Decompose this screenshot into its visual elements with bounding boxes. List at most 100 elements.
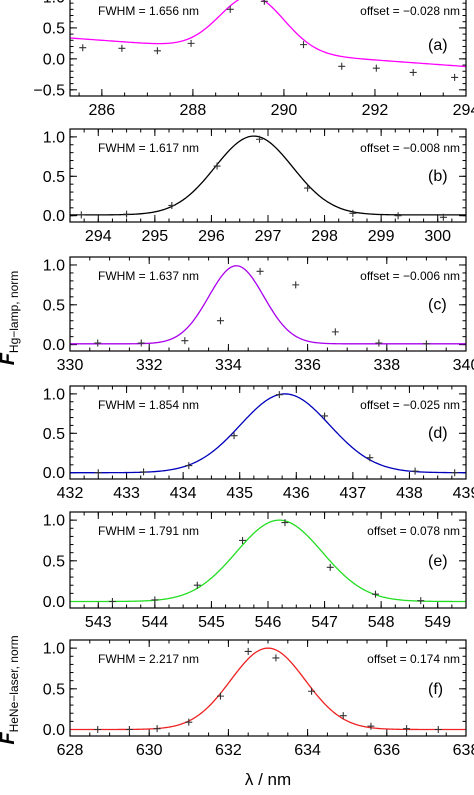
data-point	[321, 412, 329, 420]
data-point	[181, 337, 189, 345]
x-tick-label: 286	[89, 102, 116, 119]
panel-4: 543 544 545 546 547 548 549 0.0 0.5 1.0 FWHM = 1.7…	[43, 511, 467, 631]
y-axis-label-hene: FHeNe−laser, norm	[0, 635, 21, 744]
x-tick-label: 547	[311, 614, 338, 631]
panel-3: 432 433 434 435 436 437 438 439 0.0 0.5 1.0 FWHM = …	[43, 385, 474, 502]
y-tick-label: −0.5	[33, 82, 65, 99]
panel-2: 330 332 334 336 338 340 0.0 0.5 1.0 FWHM = 1.637 …	[43, 256, 474, 374]
x-tick-label: 330	[57, 357, 84, 374]
panel-frame	[69, 385, 467, 480]
y-tick-label: 0.5	[43, 20, 65, 37]
panel-label: (d)	[428, 425, 448, 442]
x-axis-label: λ / nm	[245, 770, 291, 789]
data-point	[213, 162, 221, 170]
data-point	[308, 687, 316, 695]
data-point	[137, 339, 145, 347]
x-tick-label: 436	[283, 485, 310, 502]
x-tick-label: 338	[373, 357, 400, 374]
x-tick-label: 544	[142, 614, 169, 631]
data-point	[403, 725, 411, 733]
y-tick-label: 0.0	[43, 594, 65, 611]
data-point	[123, 210, 131, 218]
fwhm-annotation: FWHM = 1.791 nm	[98, 524, 199, 538]
panel-label: (a)	[428, 37, 448, 54]
fit-curve	[70, 519, 466, 603]
data-point	[366, 454, 374, 462]
panel-frame	[69, 511, 467, 609]
x-tick-label: 296	[198, 228, 225, 245]
data-point	[216, 692, 224, 700]
x-tick-label: 438	[396, 485, 423, 502]
y-tick-label: 0.5	[43, 297, 65, 314]
data-point	[256, 135, 264, 143]
x-tick-label: 638	[453, 742, 474, 759]
panel-frame	[69, 256, 467, 352]
data-point	[338, 62, 346, 70]
data-point	[216, 317, 224, 325]
data-point	[185, 718, 193, 726]
y-axis-label-hg-sub: Hg−lamp, norm	[7, 271, 21, 353]
data-point	[239, 536, 247, 544]
data-point	[108, 597, 116, 605]
data-point	[244, 647, 252, 655]
panel-5: 628 630 632 634 636 638 0.0 0.5 1.0 FWHM = 2.217 …	[43, 639, 474, 759]
x-tick-label: 300	[424, 228, 451, 245]
data-point	[439, 213, 447, 221]
x-tick-label: 340	[453, 357, 474, 374]
x-tick-label: 433	[113, 485, 140, 502]
y-axis-label-hene-sub: HeNe−laser, norm	[7, 635, 21, 732]
offset-annotation: offset = 0.078 nm	[367, 524, 460, 538]
y-tick-label: 0.0	[43, 51, 65, 68]
x-tick-label: 332	[136, 357, 163, 374]
data-point	[94, 469, 102, 477]
panel-label: (b)	[428, 168, 448, 185]
x-tick-label: 299	[368, 228, 395, 245]
data-point	[230, 432, 238, 440]
fit-curve	[70, 647, 466, 731]
data-point	[411, 467, 419, 475]
fwhm-annotation: FWHM = 1.656 nm	[98, 4, 199, 18]
data-point	[275, 391, 283, 399]
data-point	[422, 340, 430, 348]
data-point	[260, 0, 268, 5]
data-point	[187, 39, 195, 47]
x-tick-label: 295	[142, 228, 169, 245]
data-point	[118, 44, 126, 52]
fwhm-annotation: FWHM = 1.854 nm	[98, 398, 199, 412]
y-tick-label: 1.0	[43, 513, 65, 530]
x-tick-label: 298	[311, 228, 338, 245]
x-tick-label: 294	[85, 228, 112, 245]
data-point	[434, 725, 442, 733]
data-point	[409, 68, 417, 76]
data-point	[168, 201, 176, 209]
data-point	[256, 267, 264, 275]
x-tick-label: 545	[198, 614, 225, 631]
data-point	[371, 590, 379, 598]
data-point	[77, 211, 85, 219]
data-point	[94, 339, 102, 347]
data-point	[300, 41, 308, 49]
offset-annotation: offset = −0.008 nm	[360, 141, 460, 155]
fwhm-annotation: FWHM = 1.617 nm	[98, 141, 199, 155]
data-point	[394, 212, 402, 220]
fit-curve	[70, 135, 466, 216]
data-point	[451, 73, 459, 81]
offset-annotation: offset = −0.028 nm	[360, 4, 460, 18]
y-tick-label: 0.0	[43, 208, 65, 225]
y-tick-label: 0.0	[43, 337, 65, 354]
data-point	[185, 462, 193, 470]
x-tick-label: 437	[340, 485, 367, 502]
x-tick-label: 434	[170, 485, 197, 502]
data-point	[226, 5, 234, 13]
data-point	[140, 468, 148, 476]
fit-curve	[70, 393, 466, 474]
data-point	[331, 328, 339, 336]
x-tick-label: 439	[453, 485, 474, 502]
y-axis-label-hg: FHg−lamp, norm	[0, 271, 21, 366]
x-tick-label: 549	[424, 614, 451, 631]
x-tick-label: 630	[136, 742, 163, 759]
x-tick-label: 548	[368, 614, 395, 631]
offset-annotation: offset = −0.006 nm	[360, 269, 460, 283]
y-tick-label: 1.0	[43, 0, 65, 6]
x-tick-label: 636	[373, 742, 400, 759]
